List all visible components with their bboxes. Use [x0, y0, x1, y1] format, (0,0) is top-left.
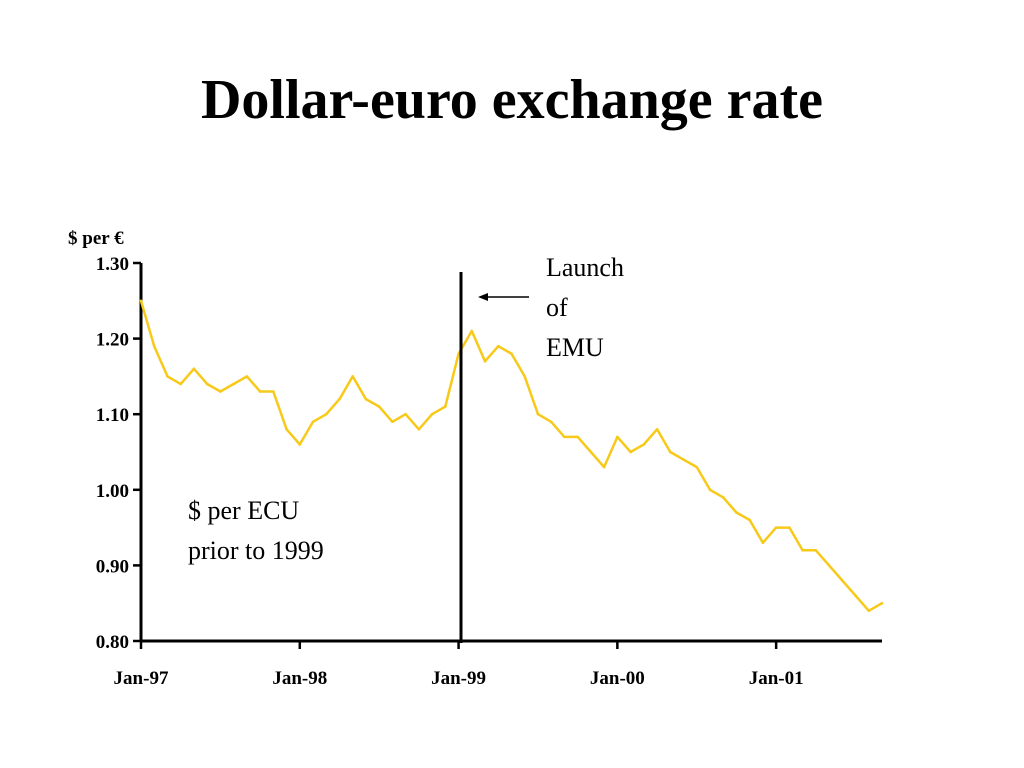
y-tick-label: 1.30 [96, 254, 129, 275]
data-point [642, 443, 646, 446]
y-axis-label: $ per € [68, 228, 124, 249]
ecu-label-line1: $ per ECU [188, 496, 299, 525]
data-point [364, 397, 368, 401]
data-point [496, 344, 500, 348]
data-point [417, 428, 421, 431]
data-point [391, 420, 394, 424]
data-point [629, 450, 632, 454]
data-point [616, 435, 619, 439]
data-point [258, 390, 262, 393]
data-point [854, 594, 857, 597]
data-point [324, 412, 328, 416]
data-point [351, 375, 355, 378]
data-point [404, 412, 407, 416]
ecu-label-line2: prior to 1999 [188, 536, 324, 565]
data-point [549, 420, 553, 424]
data-point [880, 601, 884, 605]
data-point [563, 435, 566, 439]
data-point [814, 548, 818, 552]
data-point [483, 359, 487, 363]
data-point [192, 367, 196, 371]
data-point [788, 526, 791, 529]
data-point [245, 375, 249, 378]
data-point [576, 435, 579, 439]
data-point [602, 465, 606, 469]
slide-title: Dollar-euro exchange rate [200, 69, 824, 131]
data-point [695, 465, 699, 469]
launch-label-line2: of [546, 293, 568, 322]
x-tick-label: Jan-97 [114, 668, 169, 689]
data-point [536, 412, 540, 416]
data-point [166, 375, 169, 378]
data-point [272, 390, 275, 393]
data-point [708, 488, 712, 492]
data-point [682, 458, 685, 461]
data-point [774, 526, 778, 529]
y-tick-label: 1.00 [96, 481, 129, 502]
data-point [748, 518, 751, 522]
launch-label-line3: EMU [546, 333, 604, 362]
launch-label-line1: Launch [546, 253, 624, 282]
data-point [444, 405, 447, 408]
data-point [801, 548, 804, 552]
data-point [179, 382, 182, 386]
series-points [139, 299, 884, 613]
y-tick-label: 1.20 [96, 330, 129, 351]
data-point [232, 382, 235, 386]
data-point [205, 382, 209, 386]
data-point [470, 329, 474, 333]
data-point [510, 352, 513, 356]
data-point [219, 390, 222, 393]
data-point [298, 443, 302, 446]
data-point [668, 450, 672, 454]
data-point [589, 450, 593, 454]
data-point [430, 412, 434, 416]
data-point [311, 420, 315, 424]
data-point [735, 511, 738, 514]
x-tick-label: Jan-01 [749, 668, 804, 689]
data-point [655, 428, 659, 431]
emu-arrow-head [478, 293, 488, 301]
x-tick-label: Jan-98 [272, 668, 327, 689]
data-point [457, 352, 460, 356]
data-point [152, 344, 156, 348]
x-tick-label: Jan-00 [590, 668, 645, 689]
x-ticks: Jan-97 Jan-98 Jan-99 Jan-00 Jan-01 [114, 641, 804, 689]
data-point [377, 405, 381, 408]
data-point [338, 397, 341, 401]
y-tick-label: 1.10 [96, 405, 129, 426]
x-tick-label: Jan-99 [431, 668, 486, 689]
data-point [867, 609, 871, 613]
y-tick-label: 0.80 [96, 632, 129, 653]
data-point [523, 375, 527, 378]
data-point [285, 428, 288, 431]
y-ticks: 0.80 0.90 1.00 1.10 1.20 1.30 [96, 254, 141, 653]
data-point [827, 564, 831, 567]
data-point [139, 299, 143, 303]
data-point [761, 541, 765, 545]
y-tick-label: 0.90 [96, 556, 129, 577]
data-point [721, 496, 725, 499]
data-point [841, 579, 844, 582]
